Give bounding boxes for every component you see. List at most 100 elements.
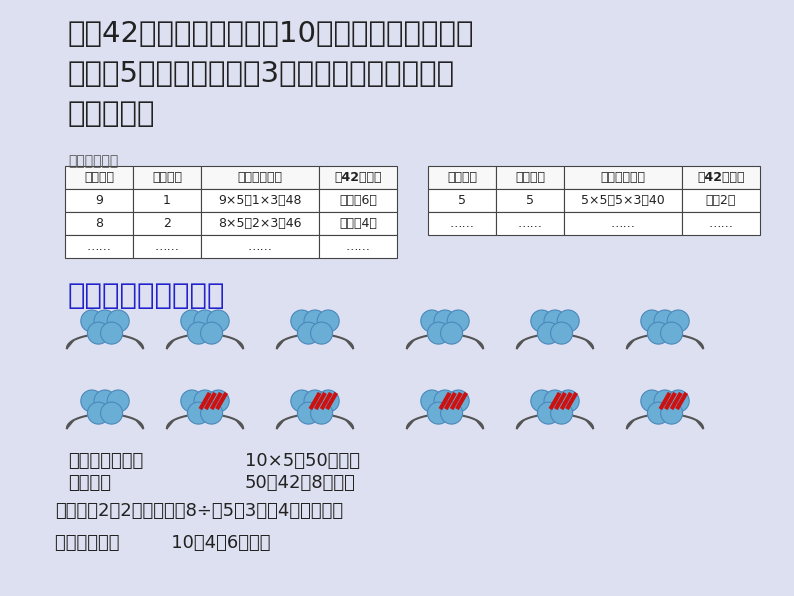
Circle shape [298,322,319,344]
Text: 8: 8 [95,217,103,230]
Bar [682,189,760,212]
Circle shape [647,322,669,344]
Text: 大船只数: 大船只数 [447,171,477,184]
Circle shape [544,390,566,412]
Circle shape [101,322,122,344]
Circle shape [557,390,579,412]
Text: 小船只数: 小船只数 [152,171,182,184]
Bar [428,189,496,212]
Bar [133,166,201,189]
Circle shape [187,322,210,344]
Circle shape [550,402,572,424]
Bar [201,235,319,258]
Bar [319,189,397,212]
Text: 和42人比较: 和42人比较 [697,171,745,184]
Text: ……: …… [155,240,179,253]
Circle shape [544,310,566,332]
Circle shape [107,310,129,332]
Circle shape [441,402,463,424]
Circle shape [667,390,689,412]
Circle shape [94,390,116,412]
Bar [564,189,682,212]
Circle shape [641,390,663,412]
Circle shape [81,390,102,412]
Text: 8×5＋2×3＝46: 8×5＋2×3＝46 [218,217,302,230]
Text: ……: …… [449,217,475,230]
Circle shape [181,390,202,412]
Bar [564,166,682,189]
Text: 5×5＋5×3＝40: 5×5＋5×3＝40 [581,194,665,207]
Text: 大船坐5人，每只小船坐3人。租的大船、小船各: 大船坐5人，每只小船坐3人。租的大船、小船各 [68,60,455,88]
Text: ……: …… [611,217,635,230]
Circle shape [667,310,689,332]
Circle shape [107,390,129,412]
Circle shape [207,310,229,332]
Circle shape [447,390,469,412]
Circle shape [207,390,229,412]
Circle shape [87,322,110,344]
Circle shape [421,310,443,332]
Text: ……: …… [248,240,272,253]
Circle shape [441,322,463,344]
Circle shape [101,402,122,424]
Text: 和42人比较: 和42人比较 [334,171,382,184]
Bar [201,166,319,189]
Text: 策略二：画图、假设: 策略二：画图、假设 [68,282,225,310]
Circle shape [201,402,222,424]
Circle shape [531,390,553,412]
Circle shape [310,322,333,344]
Bar [133,212,201,235]
Circle shape [317,390,339,412]
Bar [564,212,682,235]
Bar [682,212,760,235]
Circle shape [194,310,216,332]
Bar [65,235,133,258]
Text: 大船只数: 大船只数 [84,171,114,184]
Bar [682,166,760,189]
Circle shape [310,402,333,424]
Text: 10×5＝50（人）: 10×5＝50（人） [245,452,360,470]
Circle shape [654,390,676,412]
Circle shape [298,402,319,424]
Circle shape [654,310,676,332]
Bar [65,166,133,189]
Circle shape [427,322,449,344]
Bar [496,166,564,189]
Text: 大船有几只？         10－4＝6（只）: 大船有几只？ 10－4＝6（只） [55,534,271,552]
Circle shape [201,322,222,344]
Text: 全班42人去公园划船，租10只船正好坐满。每只: 全班42人去公园划船，租10只船正好坐满。每只 [68,20,475,48]
Circle shape [187,402,210,424]
Circle shape [94,310,116,332]
Circle shape [550,322,572,344]
Text: 小船只数: 小船只数 [515,171,545,184]
Text: 5: 5 [526,194,534,207]
Text: ……: …… [87,240,111,253]
Bar [428,212,496,235]
Text: 9×5＋1×3＝48: 9×5＋1×3＝48 [218,194,302,207]
Circle shape [194,390,216,412]
Circle shape [81,310,102,332]
Circle shape [661,322,683,344]
Text: ……: …… [345,240,371,253]
Text: 还有2人: 还有2人 [706,194,736,207]
Circle shape [421,390,443,412]
Circle shape [304,310,326,332]
Circle shape [557,310,579,332]
Bar [201,189,319,212]
Bar [65,189,133,212]
Circle shape [427,402,449,424]
Bar [319,166,397,189]
Text: 2: 2 [163,217,171,230]
Circle shape [87,402,110,424]
Bar [65,212,133,235]
Text: 假设都是大船：: 假设都是大船： [68,452,143,470]
Bar [133,189,201,212]
Circle shape [181,310,202,332]
Text: 策略一、列举: 策略一、列举 [68,154,118,168]
Circle shape [661,402,683,424]
Circle shape [434,390,456,412]
Circle shape [304,390,326,412]
Text: 超出了6人: 超出了6人 [339,194,377,207]
Circle shape [538,322,560,344]
Circle shape [641,310,663,332]
